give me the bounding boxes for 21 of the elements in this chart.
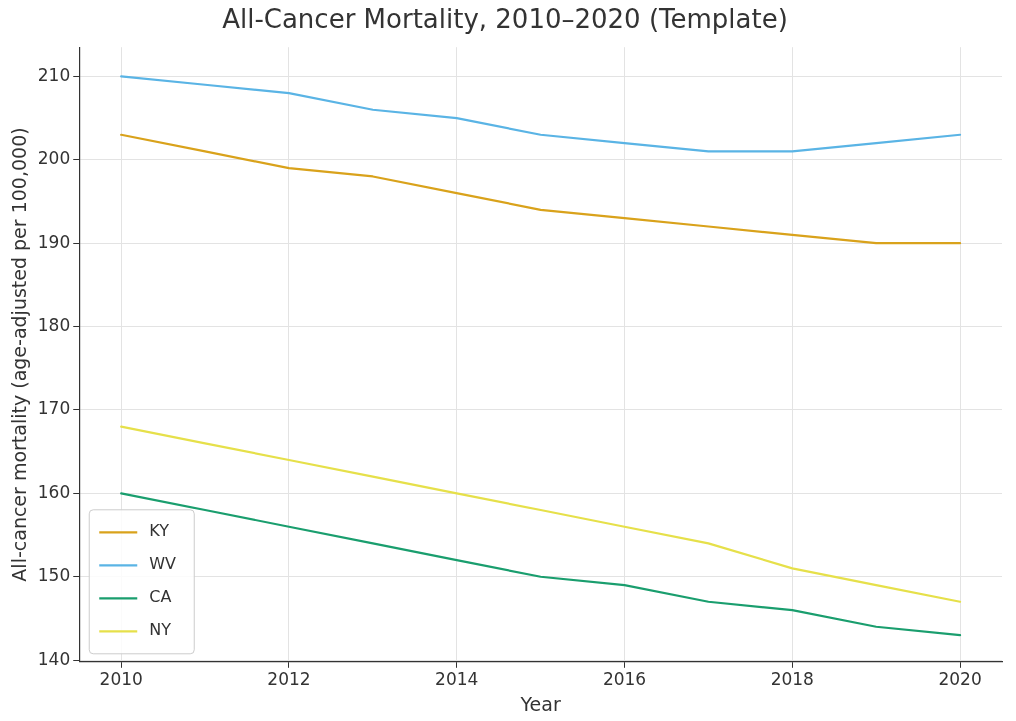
y-tick-label: 140 bbox=[37, 648, 71, 669]
legend-label: WV bbox=[149, 554, 177, 574]
legend-label: NY bbox=[149, 620, 172, 640]
y-tick-label: 180 bbox=[37, 314, 71, 335]
chart-title: All-Cancer Mortality, 2010–2020 (Template) bbox=[222, 4, 788, 35]
y-tick-label: 210 bbox=[37, 64, 71, 85]
y-tick-label: 190 bbox=[37, 231, 71, 252]
x-tick-label: 2020 bbox=[938, 669, 982, 690]
x-tick-label: 2010 bbox=[99, 669, 143, 690]
x-tick-label: 2014 bbox=[435, 669, 479, 690]
x-tick-label: 2012 bbox=[267, 669, 311, 690]
y-tick-label: 160 bbox=[37, 481, 71, 502]
y-axis-title: All-cancer mortality (age-adjusted per 100,000) bbox=[8, 127, 31, 582]
legend-label: KY bbox=[149, 521, 170, 541]
y-tick-label: 200 bbox=[37, 148, 71, 169]
x-tick-label: 2016 bbox=[602, 669, 647, 690]
x-axis-title: Year bbox=[519, 692, 561, 715]
y-tick-label: 170 bbox=[37, 398, 71, 419]
x-tick-label: 2018 bbox=[770, 669, 814, 690]
legend-label: CA bbox=[149, 587, 172, 607]
y-tick-label: 150 bbox=[37, 565, 71, 586]
